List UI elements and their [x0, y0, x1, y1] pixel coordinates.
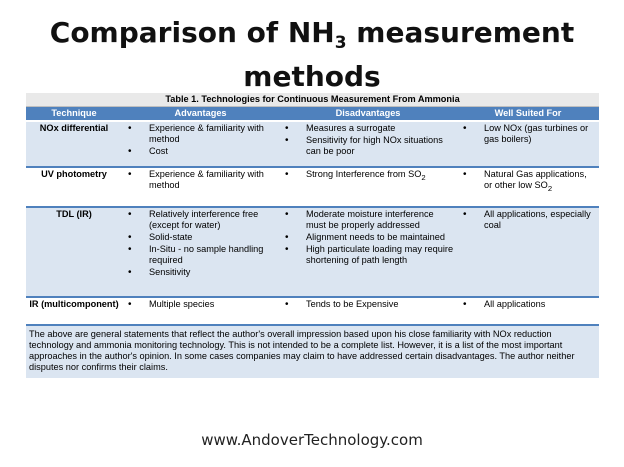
table-note: The above are general statements that re… [26, 325, 599, 378]
list-item: Relatively interference free (except for… [125, 209, 276, 231]
technique-cell: UV photometry [26, 167, 122, 208]
list-item: All applications, especially coal [460, 209, 596, 231]
list-item: Experience & familiarity with method [125, 123, 276, 145]
list-item: Natural Gas applications, or other low S… [460, 169, 596, 194]
slide-title: Comparison of NH3 measurement methods [0, 16, 624, 94]
list-item: Alignment needs to be maintained [282, 232, 454, 243]
disadvantages-cell: Tends to be Expensive [279, 297, 457, 326]
comparison-table-container: Table 1. Technologies for Continuous Mea… [26, 93, 599, 378]
table-row-tdl-ir: TDL (IR) Relatively interference free (e… [26, 207, 599, 298]
advantages-cell: Experience & familiarity with method [122, 167, 279, 208]
table-note-row: The above are general statements that re… [26, 325, 599, 378]
list-item: Tends to be Expensive [282, 299, 454, 310]
advantages-cell: Multiple species [122, 297, 279, 326]
list-item: Strong Interference from SO2 [282, 169, 454, 183]
advantages-cell: Relatively interference free (except for… [122, 207, 279, 298]
list-item: Sensitivity [125, 267, 276, 278]
header-disadvantages: Disadvantages [279, 106, 457, 122]
list-item: Sensitivity for high NOx situations can … [282, 135, 454, 157]
technique-cell: TDL (IR) [26, 207, 122, 298]
list-item: Experience & familiarity with method [125, 169, 276, 191]
list-item: All applications [460, 299, 596, 310]
list-item: Low NOx (gas turbines or gas boilers) [460, 123, 596, 145]
list-item: Cost [125, 146, 276, 157]
table-row-nox-differential: NOx differential Experience & familiarit… [26, 121, 599, 168]
footer-url: www.AndoverTechnology.com [201, 431, 423, 449]
technique-cell: IR (multicomponent) [26, 297, 122, 326]
title-line-2: methods [243, 60, 381, 93]
well-suited-cell: All applications [457, 297, 599, 326]
technique-cell: NOx differential [26, 121, 122, 168]
header-advantages: Advantages [122, 106, 279, 122]
comparison-table: Table 1. Technologies for Continuous Mea… [26, 93, 599, 378]
advantages-cell: Experience & familiarity with method Cos… [122, 121, 279, 168]
disadvantages-cell: Strong Interference from SO2 [279, 167, 457, 208]
table-header-row: Technique Advantages Disadvantages Well … [26, 106, 599, 122]
list-item: In-Situ - no sample handling required [125, 244, 276, 266]
list-item: High particulate loading may require sho… [282, 244, 454, 266]
list-item: Measures a surrogate [282, 123, 454, 134]
title-line-1: Comparison of NH3 measurement [49, 16, 575, 53]
table-row-uv-photometry: UV photometry Experience & familiarity w… [26, 167, 599, 208]
well-suited-cell: Natural Gas applications, or other low S… [457, 167, 599, 208]
header-technique: Technique [26, 106, 122, 122]
table-caption: Table 1. Technologies for Continuous Mea… [26, 93, 599, 107]
well-suited-cell: All applications, especially coal [457, 207, 599, 298]
table-caption-row: Table 1. Technologies for Continuous Mea… [26, 93, 599, 107]
list-item: Solid-state [125, 232, 276, 243]
well-suited-cell: Low NOx (gas turbines or gas boilers) [457, 121, 599, 168]
disadvantages-cell: Moderate moisture interference must be p… [279, 207, 457, 298]
table-row-ir-multicomponent: IR (multicomponent) Multiple species Ten… [26, 297, 599, 326]
list-item: Multiple species [125, 299, 276, 310]
header-well-suited-for: Well Suited For [457, 106, 599, 122]
disadvantages-cell: Measures a surrogate Sensitivity for hig… [279, 121, 457, 168]
list-item: Moderate moisture interference must be p… [282, 209, 454, 231]
